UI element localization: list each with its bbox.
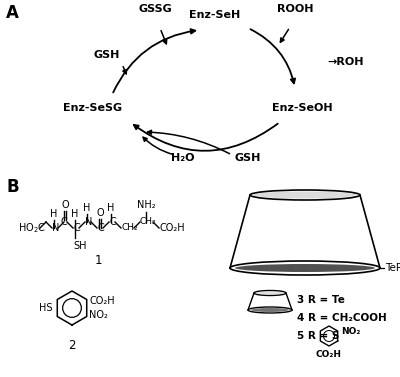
- Text: GSSG: GSSG: [138, 4, 172, 14]
- Text: A: A: [6, 4, 19, 22]
- Text: B: B: [6, 178, 19, 196]
- Text: H: H: [83, 203, 91, 213]
- Text: N: N: [85, 217, 92, 227]
- Text: O: O: [96, 208, 104, 218]
- Ellipse shape: [253, 192, 357, 199]
- Ellipse shape: [251, 308, 289, 312]
- Text: CH₂: CH₂: [121, 224, 138, 233]
- Text: H: H: [107, 203, 115, 213]
- Text: SH: SH: [73, 241, 86, 251]
- Text: Enz-SeH: Enz-SeH: [189, 10, 241, 20]
- Text: NO₂: NO₂: [341, 326, 360, 336]
- Text: CO₂H: CO₂H: [159, 223, 185, 233]
- Text: C: C: [109, 217, 116, 227]
- Text: CO₂H: CO₂H: [89, 296, 115, 307]
- Text: H: H: [50, 209, 58, 219]
- Text: ROOH: ROOH: [277, 4, 313, 14]
- Text: 3 R = Te: 3 R = Te: [297, 295, 345, 305]
- Text: NH₂: NH₂: [137, 200, 155, 210]
- Text: 1: 1: [94, 254, 102, 267]
- Text: 5 R = S: 5 R = S: [297, 331, 339, 341]
- Text: NO₂: NO₂: [89, 310, 108, 319]
- Text: C: C: [73, 223, 80, 233]
- Text: HS: HS: [38, 303, 52, 313]
- Text: H: H: [71, 209, 79, 219]
- Text: CH₂: CH₂: [140, 218, 157, 227]
- Text: O: O: [61, 200, 69, 210]
- Text: Enz-SeOH: Enz-SeOH: [272, 103, 332, 113]
- Text: HO$_2$C: HO$_2$C: [18, 221, 46, 235]
- Text: H₂O: H₂O: [171, 153, 195, 163]
- Text: N: N: [52, 223, 59, 233]
- Text: CO₂H: CO₂H: [316, 350, 342, 359]
- Text: →ROH: →ROH: [327, 57, 364, 67]
- Text: TeR: TeR: [385, 263, 400, 273]
- Text: 4 R = CH₂COOH: 4 R = CH₂COOH: [297, 313, 387, 323]
- Text: Enz-SeSG: Enz-SeSG: [64, 103, 122, 113]
- Text: C: C: [97, 223, 104, 233]
- Text: GSH: GSH: [94, 50, 120, 60]
- Text: C: C: [61, 217, 67, 227]
- Text: GSH: GSH: [235, 153, 261, 163]
- Text: 2: 2: [68, 339, 76, 352]
- Ellipse shape: [235, 264, 375, 272]
- Ellipse shape: [256, 291, 284, 294]
